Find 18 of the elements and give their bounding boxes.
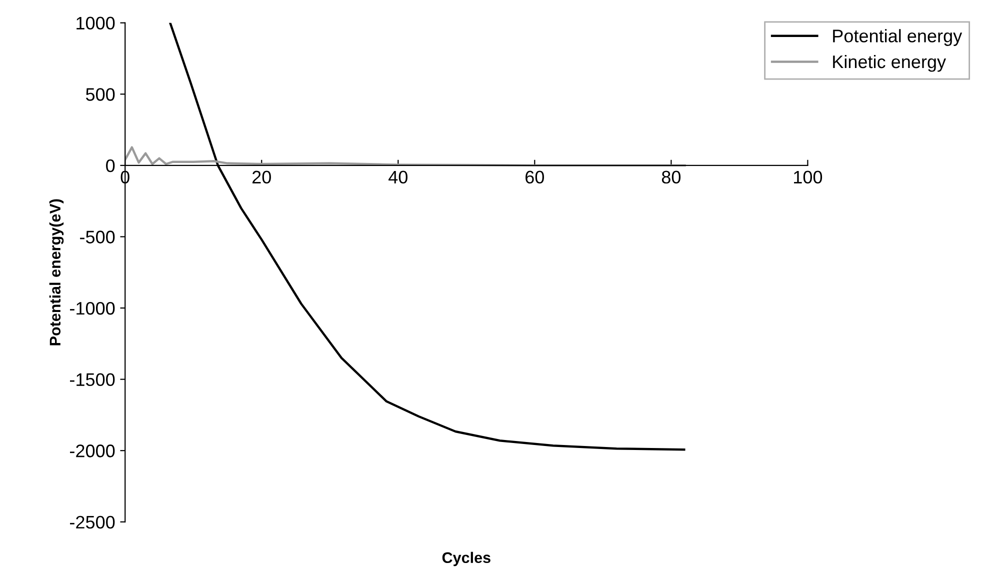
- y-tick-label: -500: [80, 230, 115, 244]
- y-tick-label: -2500: [70, 516, 115, 529]
- legend-label: Kinetic energy: [833, 54, 946, 72]
- y-tick-label: 500: [86, 88, 115, 101]
- x-axis-title: Cycles: [442, 552, 490, 566]
- x-tick-label: 100: [794, 170, 822, 184]
- x-tick-label: 40: [388, 170, 408, 184]
- x-tick-label: 60: [526, 170, 544, 184]
- x-tick-label: 80: [662, 170, 681, 184]
- x-tick-label: 20: [252, 170, 271, 184]
- legend-label: Potential energy: [833, 29, 962, 46]
- y-tick-label: -1500: [70, 373, 115, 386]
- y-tick-label: 0: [106, 159, 115, 172]
- y-axis-title: Potential energy(eV): [49, 199, 64, 346]
- y-tick-label: 1000: [76, 16, 115, 30]
- line-series: [125, 146, 686, 167]
- y-tick-label: -1000: [70, 302, 115, 315]
- y-tick-label: -2000: [70, 444, 115, 458]
